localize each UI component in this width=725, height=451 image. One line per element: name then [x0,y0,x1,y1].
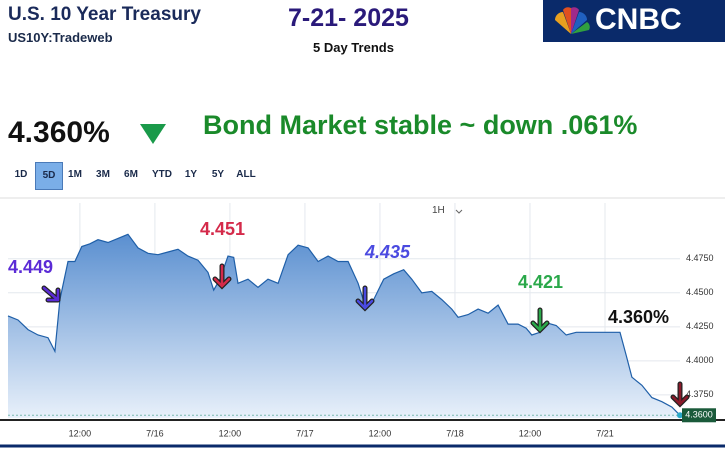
annotation-arrow [212,263,232,290]
annotation: 4.421 [518,272,563,292]
dropdown-icon [455,209,463,214]
range-button[interactable]: 3M [96,169,110,180]
annotation-arrow [41,285,61,303]
x-tick-label: 12:00 [369,428,392,438]
range-button[interactable]: 1Y [184,169,198,180]
annotation: 4.451 [200,219,245,239]
arrow-inner [356,286,374,310]
y-tick-label: 4.4250 [686,321,714,331]
range-button[interactable]: 6M [124,169,138,180]
logo-text: CNBC [595,3,682,36]
last-price-badge [682,408,716,423]
down-arrow [140,124,166,144]
range-button[interactable]: 5D [35,162,63,190]
x-tick-label: 7/17 [296,428,314,438]
range-button[interactable]: ALL [236,169,256,180]
y-tick-label: 4.4500 [686,287,714,297]
y-tick-label: 4.4750 [686,253,714,263]
x-tick-label: 7/21 [596,428,614,438]
symbol: US10Y:Tradeweb [8,30,113,45]
price: 4.360% [8,116,110,149]
line [7,233,681,416]
arrow-inner [531,308,549,332]
x-tick-label: 12:00 [219,428,242,438]
annotation: 4.360% [608,307,669,327]
subtitle: 5 Day Trends [313,40,394,55]
arrow-inner [42,286,60,302]
headline: Bond Market stable ~ down .061% [203,110,638,140]
last-point [677,412,683,419]
interval[interactable]: 1H [432,205,445,216]
y-tick-label: 4.3750 [686,389,714,399]
x-tick-label: 7/16 [146,428,164,438]
arrow-inner [213,264,231,288]
arrow-inner [671,382,689,406]
x-tick-label: 12:00 [69,428,92,438]
annotation-arrow [530,307,550,334]
annotation-arrow [355,285,375,312]
date: 7-21- 2025 [288,4,409,32]
area-fill [8,234,680,418]
last-price-label: 4.3600 [685,410,713,420]
annotation: 4.435 [364,242,411,262]
title: U.S. 10 Year Treasury [8,4,201,25]
range-button[interactable]: 5Y [211,169,225,180]
peacock [555,7,590,35]
annotation: 4.449 [8,257,53,277]
range-button[interactable]: 1D [14,169,28,180]
logo-box: CNBC [543,0,725,42]
range-button[interactable]: YTD [152,169,172,180]
annotation-arrow [670,381,690,408]
y-tick-label: 4.4000 [686,355,714,365]
range-button[interactable]: 1M [68,169,82,180]
x-tick-label: 12:00 [519,428,542,438]
x-tick-label: 7/18 [446,428,464,438]
